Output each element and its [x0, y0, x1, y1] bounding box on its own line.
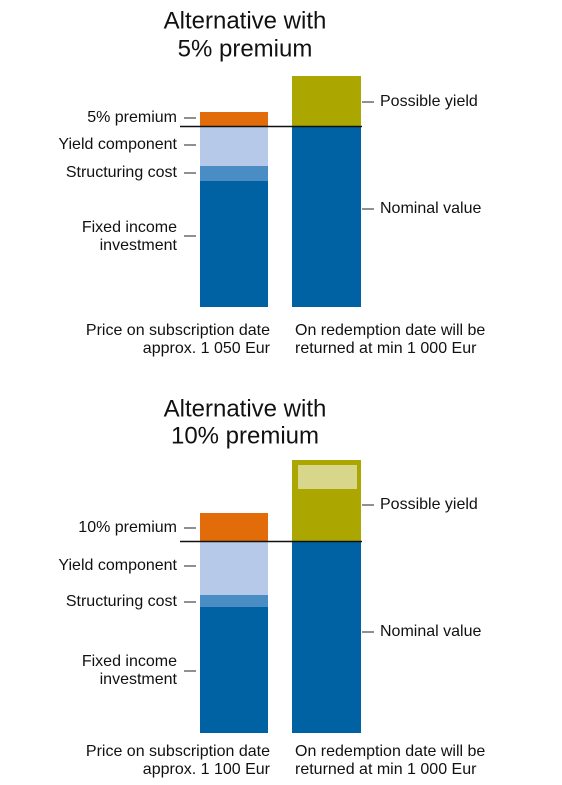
yield-block	[200, 126, 268, 166]
label: Nominal value	[380, 200, 481, 217]
label: 10% premium	[78, 519, 177, 536]
panel: Alternative with 10% premium 10% premium…	[58, 395, 485, 778]
panel-title: Alternative with	[164, 395, 327, 422]
panel-title: 10% premium	[171, 422, 319, 449]
label: 5% premium	[87, 109, 177, 126]
yield-highlight	[298, 465, 357, 489]
premium-block	[200, 513, 268, 541]
fixed-block	[200, 607, 268, 733]
caption: Price on subscription date	[86, 743, 270, 760]
premium-block	[200, 112, 268, 126]
label: Yield component	[58, 136, 177, 153]
caption: approx. 1 050 Eur	[143, 340, 271, 357]
label: Nominal value	[380, 623, 481, 640]
caption: approx. 1 100 Eur	[143, 761, 271, 778]
caption: On redemption date will be	[295, 322, 485, 339]
label: investment	[100, 671, 178, 688]
caption: Price on subscription date	[86, 322, 270, 339]
caption: On redemption date will be	[295, 743, 485, 760]
label: investment	[100, 237, 178, 254]
cost-block	[200, 595, 268, 607]
panel: Alternative with 5% premium 5% premium Y…	[58, 7, 485, 357]
label: Possible yield	[380, 93, 478, 110]
panel-title: Alternative with	[164, 7, 327, 34]
caption: returned at min 1 000 Eur	[295, 761, 477, 778]
label: Structuring cost	[66, 593, 178, 610]
label: Fixed income	[82, 219, 177, 236]
yield-block	[292, 76, 361, 127]
label: Fixed income	[82, 653, 177, 670]
caption: returned at min 1 000 Eur	[295, 340, 477, 357]
label: Possible yield	[380, 496, 478, 513]
cost-block	[200, 166, 268, 181]
nominal-block	[292, 127, 361, 307]
yield-block	[200, 541, 268, 595]
fixed-block	[200, 181, 268, 307]
label: Structuring cost	[66, 164, 178, 181]
label: Yield component	[58, 557, 177, 574]
panel-title: 5% premium	[178, 35, 313, 62]
nominal-block	[292, 541, 361, 733]
